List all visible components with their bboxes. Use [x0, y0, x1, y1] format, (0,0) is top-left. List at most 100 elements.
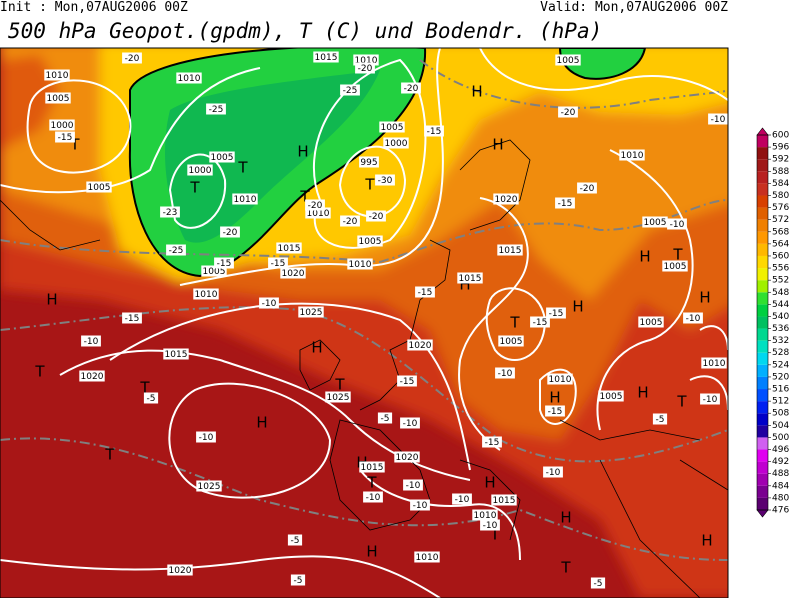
- map-frame: [0, 47, 729, 598]
- temperature-label-box: [166, 244, 186, 256]
- colorbar-band: [757, 328, 768, 341]
- colorbar-label: 492: [772, 457, 789, 467]
- pressure-center: H: [492, 136, 503, 154]
- temperature-label: -20: [369, 212, 384, 222]
- isobar-label: 1005: [644, 218, 667, 228]
- temperature-label: -20: [343, 217, 358, 227]
- pressure-center: T: [364, 176, 375, 194]
- isobar-label: 1020: [396, 453, 419, 463]
- isobar-label-box: [383, 137, 409, 149]
- temperature-label: -10: [711, 115, 726, 125]
- pressure-center: T: [299, 188, 310, 206]
- temperature-label: -10: [703, 395, 718, 405]
- temperature-label: -20: [308, 201, 323, 211]
- pressure-center: T: [69, 136, 80, 154]
- colorbar-band: [757, 304, 768, 317]
- colorbar-label: 488: [772, 469, 789, 479]
- temperature-label-box: [143, 392, 159, 404]
- temperature-label: -15: [217, 259, 232, 269]
- temperature-label-box: [122, 312, 142, 324]
- colorbar-band: [757, 485, 768, 498]
- isobar-label: 1010: [416, 553, 439, 563]
- colorbar-label: 500: [772, 433, 789, 443]
- colorbar-label: 528: [772, 348, 789, 358]
- isobar-label: 1005: [211, 153, 234, 163]
- temperature-label: -20: [561, 108, 576, 118]
- temperature-label-box: [214, 257, 234, 269]
- colorbar-band: [757, 413, 768, 426]
- isobar-label: 1000: [51, 121, 74, 131]
- temperature-label-box: [397, 375, 417, 387]
- temperature-label-box: [340, 84, 360, 96]
- temperature-label: -25: [209, 105, 224, 115]
- isobar-label: 1010: [349, 260, 372, 270]
- isobar-label-box: [353, 54, 379, 66]
- colorbar-band: [757, 159, 768, 172]
- temperature-label: -10: [366, 493, 381, 503]
- temperature-label: -10: [84, 337, 99, 347]
- isobar-label-box: [167, 564, 193, 576]
- temperature-label-box: [196, 431, 216, 443]
- temperature-label: -15: [533, 318, 548, 328]
- temperature-label: -15: [427, 127, 442, 137]
- colorbar-band: [757, 437, 768, 450]
- isobar-label-box: [193, 288, 219, 300]
- temperature-label-box: [122, 52, 142, 64]
- temperature-label: -20: [358, 64, 373, 74]
- isobar-label: 1000: [385, 139, 408, 149]
- colorbar-band: [757, 292, 768, 305]
- isobar-label-box: [187, 164, 213, 176]
- colorbar-band: [757, 243, 768, 256]
- isobar-label-box: [357, 235, 383, 247]
- isobar-label-box: [555, 54, 581, 66]
- isobar-label: 1000: [189, 166, 212, 176]
- temperature-label-box: [590, 577, 606, 589]
- isobar-label-box: [298, 306, 324, 318]
- isobar-label-box: [491, 494, 517, 506]
- pressure-center: H: [484, 474, 495, 492]
- isobar-label-box: [472, 509, 498, 521]
- temperature-label-box: [366, 210, 386, 222]
- isobar-label-box: [457, 272, 483, 284]
- pressure-center: H: [311, 339, 322, 357]
- colorbar-label: 520: [772, 372, 789, 382]
- temperature-label-box: [160, 206, 180, 218]
- map-labels: TTTHTTHHHTTHTHTHTHHTHHHTHTHTHHTH10101005…: [34, 51, 728, 589]
- isobar-label-box: [497, 244, 523, 256]
- temperature-label-box: [530, 316, 550, 328]
- isobar-label-box: [547, 373, 573, 385]
- temperature-label: -10: [455, 495, 470, 505]
- temperature-label-box: [495, 367, 515, 379]
- temperature-label: -10: [498, 369, 513, 379]
- temperature-label: -15: [548, 407, 563, 417]
- isobar-label-box: [414, 551, 440, 563]
- pressure-center: H: [459, 276, 470, 294]
- temperature-label: -30: [378, 176, 393, 186]
- colorbar-band: [757, 376, 768, 390]
- isobar-label: 1015: [278, 244, 301, 254]
- colorbar-band: [757, 183, 768, 196]
- isobar-label-box: [280, 267, 306, 279]
- isobar-label: 1010: [621, 151, 644, 161]
- pressure-center: H: [639, 248, 650, 266]
- colorbar-band: [757, 461, 768, 474]
- colorbar-band: [757, 389, 768, 402]
- colorbar-band: [757, 231, 768, 244]
- colorbar-label: 548: [772, 288, 789, 298]
- temperature-label-box: [220, 226, 240, 238]
- temperature-label-box: [403, 479, 423, 491]
- isobars: [0, 48, 728, 598]
- isobar-label: 1005: [359, 237, 382, 247]
- temperature-label-box: [268, 257, 288, 269]
- colorbar-band: [757, 219, 768, 232]
- isobar-label: 1010: [195, 290, 218, 300]
- pressure-center: T: [560, 559, 571, 577]
- isobar-label-box: [44, 69, 70, 81]
- temperature-label: -23: [163, 208, 178, 218]
- pressure-center: T: [139, 379, 150, 397]
- isobar-label-box: [498, 335, 524, 347]
- colorbar-label: 564: [772, 239, 789, 249]
- isobar-label: 1005: [640, 318, 663, 328]
- isobar-label: 1010: [46, 71, 69, 81]
- isobar-label: 1010: [234, 195, 257, 205]
